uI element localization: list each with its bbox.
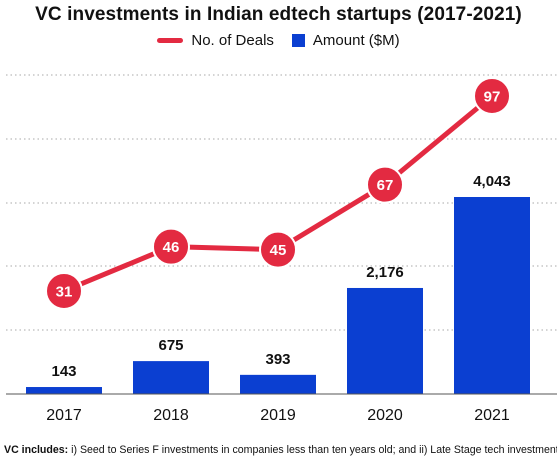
bar-2018 — [133, 361, 209, 394]
x-tick-label-2018: 2018 — [153, 407, 189, 424]
deals-marker-2018 — [152, 227, 190, 266]
bar-value-label-2020: 2,176 — [366, 264, 404, 281]
bar-2020 — [347, 287, 423, 394]
deals-value-label-2018: 46 — [163, 239, 180, 256]
footnote-label: VC includes: — [4, 444, 69, 456]
deals-marker-2020 — [366, 165, 404, 204]
x-tick-label-2021: 2021 — [474, 407, 510, 424]
bar-2019 — [240, 374, 316, 394]
legend-item-deals: No. of Deals — [157, 32, 274, 49]
chart-legend: No. of Deals Amount ($M) — [0, 32, 557, 49]
bar-value-label-2021: 4,043 — [473, 173, 511, 190]
x-tick-label-2019: 2019 — [260, 407, 296, 424]
deals-value-label-2020: 67 — [377, 177, 394, 194]
deals-marker-2017 — [45, 272, 83, 310]
deals-value-label-2019: 45 — [270, 242, 287, 259]
footnote-text: i) Seed to Series F investments in compa… — [68, 444, 557, 456]
legend-label-deals: No. of Deals — [191, 32, 274, 49]
bar-value-label-2017: 143 — [51, 363, 76, 380]
bar-2017 — [26, 387, 102, 394]
footnote: VC includes: i) Seed to Series F investm… — [4, 444, 557, 456]
chart-title: VC investments in Indian edtech startups… — [35, 4, 522, 25]
x-tick-label-2017: 2017 — [46, 407, 82, 424]
deals-marker-2021 — [473, 77, 511, 115]
legend-item-amount: Amount ($M) — [291, 32, 400, 49]
deals-marker-2019 — [259, 230, 297, 269]
bar-value-label-2019: 393 — [265, 351, 290, 368]
deals-value-label-2021: 97 — [484, 89, 501, 106]
x-tick-label-2020: 2020 — [367, 407, 403, 424]
deals-value-label-2017: 31 — [56, 284, 73, 301]
bar-value-label-2018: 675 — [158, 337, 183, 354]
legend-swatch-deals — [157, 38, 184, 43]
legend-label-amount: Amount ($M) — [312, 32, 400, 49]
bar-2021 — [454, 197, 530, 394]
legend-swatch-amount — [291, 34, 305, 47]
